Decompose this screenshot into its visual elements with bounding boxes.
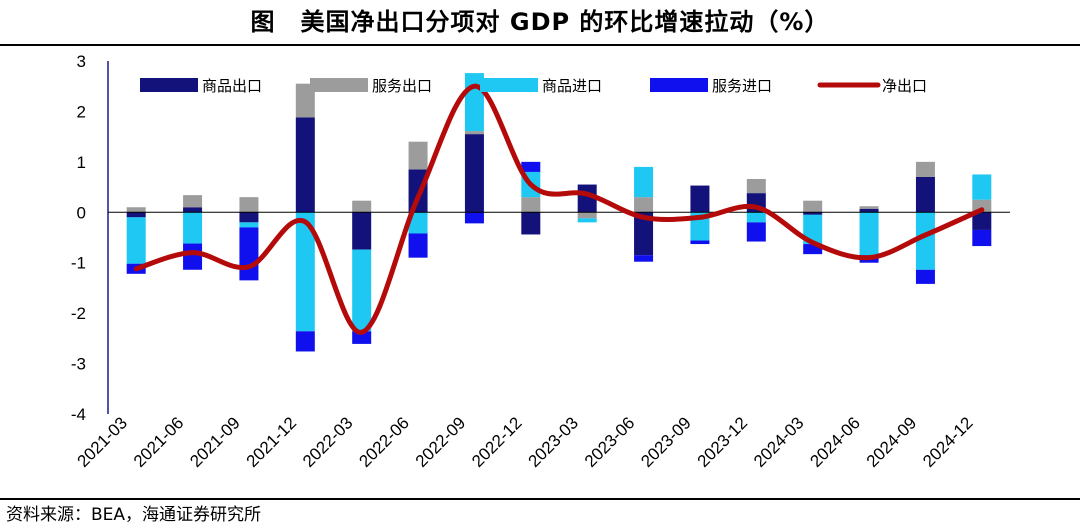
x-tick-label: 2022-06 (355, 413, 413, 471)
legend-swatch (310, 78, 368, 92)
bar-goods-exports (183, 207, 203, 213)
y-tick-label: 3 (77, 52, 86, 71)
bar-services-imports (634, 255, 654, 262)
bar-services-exports (183, 195, 203, 208)
x-tick-label: 2023-06 (581, 413, 639, 471)
bar-services-exports (126, 207, 146, 213)
bar-services-imports (295, 331, 315, 352)
bar-goods-imports (408, 212, 428, 234)
bar-services-imports (239, 227, 259, 281)
bar-services-exports (464, 131, 484, 135)
y-tick-label: 2 (77, 102, 86, 121)
bar-services-exports (295, 83, 315, 118)
legend: 商品出口 服务出口 商品进口 服务进口 净出口 (140, 77, 927, 95)
bar-goods-imports (803, 214, 823, 245)
x-tick-label: 2023-03 (524, 413, 582, 471)
bar-goods-imports (972, 174, 992, 200)
bar-services-imports (521, 161, 541, 172)
bar-goods-imports (239, 222, 259, 228)
legend-swatch (140, 78, 198, 92)
y-tick-label: 1 (77, 153, 86, 172)
source-note: 资料来源：BEA，海通证券研究所 (6, 505, 262, 525)
bar-services-exports (352, 200, 372, 213)
y-tick-label: -2 (71, 304, 86, 323)
bar-services-exports (859, 206, 879, 209)
bar-goods-exports (352, 212, 372, 250)
bar-goods-exports (915, 176, 935, 213)
bar-services-imports (464, 212, 484, 224)
legend-label: 商品出口 (202, 77, 262, 95)
legend-label: 净出口 (882, 77, 927, 95)
y-tick-label: -3 (71, 355, 86, 374)
bar-goods-exports (859, 208, 879, 213)
legend-label: 服务进口 (712, 77, 772, 95)
bar-goods-exports (634, 212, 654, 256)
x-tick-label: 2021-09 (186, 413, 244, 471)
title-rule (0, 44, 1080, 46)
bar-goods-exports (464, 134, 484, 213)
bar-goods-imports (859, 212, 879, 256)
title-bar: 图 美国净出口分项对 GDP 的环比增速拉动（%） (0, 0, 1080, 44)
bar-goods-imports (634, 166, 654, 198)
bar-goods-imports (915, 212, 935, 270)
page-title: 图 美国净出口分项对 GDP 的环比增速拉动（%） (250, 8, 830, 36)
x-tick-label: 2024-12 (919, 413, 977, 471)
x-tick-label: 2022-03 (299, 413, 357, 471)
bar-goods-exports (803, 212, 823, 215)
y-tick-label: -4 (71, 405, 86, 424)
bar-goods-imports (295, 212, 315, 332)
y-tick-label: 0 (77, 203, 86, 222)
bar-services-exports (803, 200, 823, 213)
x-tick-label: 2021-06 (130, 413, 188, 471)
x-tick-label: 2022-09 (412, 413, 470, 471)
bar-goods-exports (521, 212, 541, 235)
bar-services-imports (915, 269, 935, 284)
bar-services-exports (521, 197, 541, 213)
bar-goods-imports (352, 249, 372, 332)
bar-services-exports (577, 212, 597, 219)
bar-services-exports (915, 161, 935, 177)
legend-label: 服务出口 (372, 77, 432, 95)
x-tick-label: 2023-12 (694, 413, 752, 471)
bar-services-exports (746, 179, 766, 194)
x-tick-label: 2024-06 (806, 413, 864, 471)
bar-goods-exports (295, 117, 315, 213)
source-rule (0, 498, 1080, 500)
x-tick-label: 2024-03 (750, 413, 808, 471)
line-layer (133, 83, 985, 335)
bar-goods-imports (577, 218, 597, 223)
bar-services-imports (746, 222, 766, 242)
bar-goods-exports (239, 212, 259, 223)
bar-services-exports (634, 197, 654, 213)
net-exports-chart: 3210-1-2-3-42021-032021-062021-092021-12… (71, 52, 1010, 471)
x-tick-label: 2023-09 (637, 413, 695, 471)
bar-services-imports (408, 233, 428, 258)
bar-services-imports (803, 244, 823, 255)
bar-services-exports (972, 199, 992, 213)
bar-goods-imports (746, 212, 766, 223)
bar-goods-imports (126, 217, 146, 264)
bar-goods-exports (126, 212, 146, 218)
bar-services-exports (239, 197, 259, 213)
axes-layer (107, 61, 1010, 414)
bar-services-exports (408, 141, 428, 170)
bar-services-imports (352, 331, 372, 344)
bar-services-imports (183, 243, 203, 270)
bar-goods-exports (690, 185, 710, 213)
legend-swatch (650, 78, 708, 92)
legend-swatch (480, 78, 538, 92)
legend-label: 商品进口 (542, 77, 602, 95)
tick-layer: 3210-1-2-3-42021-032021-062021-092021-12… (71, 52, 977, 471)
bar-services-imports (972, 229, 992, 247)
series-line-net-exports (133, 83, 985, 335)
x-tick-label: 2024-09 (863, 413, 921, 471)
x-tick-label: 2021-12 (243, 413, 301, 471)
y-tick-label: -1 (71, 254, 86, 273)
bar-goods-imports (183, 212, 203, 244)
x-tick-label: 2022-12 (468, 413, 526, 471)
bar-services-imports (690, 240, 710, 245)
bar-goods-exports (972, 212, 992, 230)
